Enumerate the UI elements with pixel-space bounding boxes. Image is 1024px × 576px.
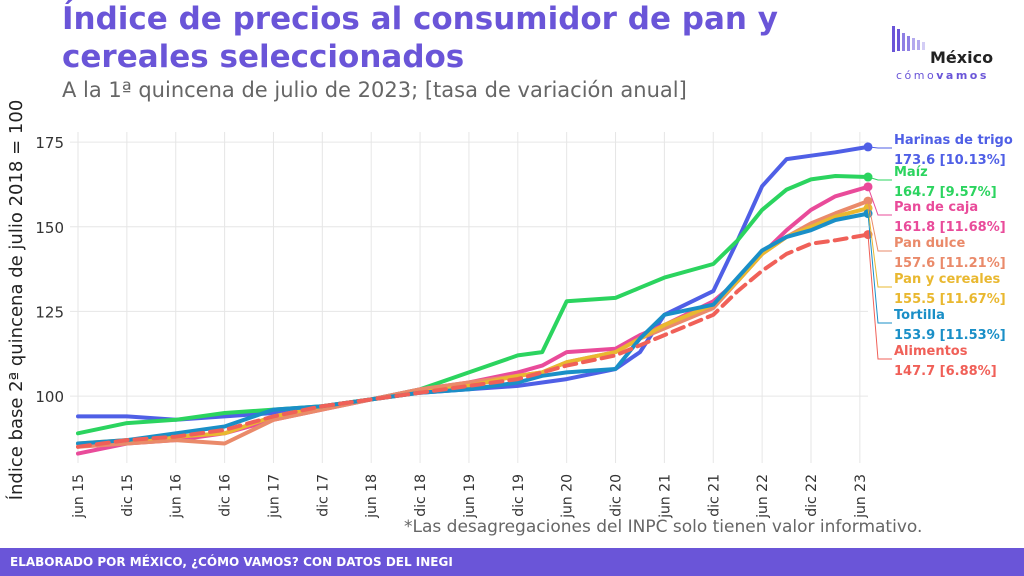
x-tick-label: dic 16 (218, 474, 234, 517)
bars-logo-icon (892, 26, 925, 52)
series-name-label: Pan dulce (894, 236, 965, 251)
x-tick-label: dic 18 (413, 474, 429, 517)
chart-grid (70, 132, 868, 463)
y-tick-label: 100 (35, 388, 64, 406)
y-axis-ticks: 100 125 150 175 (35, 134, 64, 406)
logo-tag-bold: vamos (936, 69, 989, 82)
series-value-label: 147.7 [6.88%] (894, 364, 997, 379)
x-tick-label: jun 20 (560, 474, 576, 519)
series-value-label: 157.6 [11.21%] (894, 256, 1006, 271)
x-tick-label: jun 17 (266, 474, 282, 519)
mexico-como-vamos-logo: México cómovamos (888, 22, 1008, 82)
series-line (76, 144, 870, 422)
y-axis-label: Índice base 2ª quincena de julio 2018 = … (5, 100, 27, 501)
series-lines (76, 142, 873, 456)
label-connector (867, 234, 892, 360)
x-tick-label: jun 18 (364, 474, 380, 519)
x-tick-label: jun 19 (462, 474, 478, 519)
x-tick-label: dic 17 (315, 474, 331, 517)
series-line (76, 211, 870, 446)
series-line (76, 174, 870, 436)
x-tick-label: dic 15 (120, 474, 136, 517)
series-value-label: 153.9 [11.53%] (894, 328, 1006, 343)
series-name-label: Tortilla (894, 308, 945, 323)
series-name-label: Pan y cereales (894, 272, 1001, 287)
x-tick-label: jun 15 (71, 474, 87, 519)
series-value-label: 155.5 [11.67%] (894, 292, 1006, 307)
label-connector (867, 200, 892, 252)
series-value-label: 164.7 [9.57%] (894, 185, 997, 200)
series-line (76, 232, 870, 449)
footer-credit: ELABORADO POR MÉXICO, ¿CÓMO VAMOS? CON D… (10, 555, 453, 569)
x-tick-label: dic 22 (804, 474, 820, 517)
label-connector (867, 146, 892, 149)
x-tick-label: jun 22 (755, 474, 771, 519)
y-tick-label: 150 (35, 219, 64, 237)
label-connector (867, 213, 892, 324)
series-value-label: 173.6 [10.13%] (894, 153, 1006, 168)
x-tick-label: jun 21 (657, 474, 673, 519)
chart-title: Índice de precios al consumidor de pan y… (62, 1, 778, 75)
x-tick-label: dic 19 (511, 474, 527, 517)
series-value-label: 161.8 [11.68%] (894, 220, 1006, 235)
series-line (76, 199, 870, 449)
x-tick-label: dic 21 (706, 474, 722, 517)
series-line (76, 206, 870, 446)
logo-tag: cómovamos (896, 69, 989, 82)
label-connector (867, 176, 892, 181)
label-connector (867, 186, 892, 216)
footnote: *Las desagregaciones del INPC solo tiene… (404, 517, 923, 537)
label-connector (867, 208, 892, 288)
series-name-label: Maíz (894, 165, 928, 180)
x-tick-label: jun 23 (853, 474, 869, 519)
series-labels: Harinas de trigo 173.6 [10.13%]Maíz 164.7 … (867, 133, 1013, 379)
series-name-label: Alimentos (894, 344, 968, 359)
footer-bar: ELABORADO POR MÉXICO, ¿CÓMO VAMOS? CON D… (0, 548, 1024, 576)
x-axis-ticks: jun 15 dic 15 jun 16 dic 16 jun 17 dic 17 jun … (71, 474, 869, 519)
x-tick-label: dic 20 (609, 474, 625, 517)
y-tick-label: 175 (35, 134, 64, 152)
x-tick-label: jun 16 (169, 474, 185, 519)
series-name-label: Harinas de trigo (894, 133, 1013, 148)
logo-name: México (930, 48, 994, 67)
chart-subtitle: A la 1ª quincena de julio de 2023; [tasa… (62, 78, 687, 102)
series-name-label: Pan de caja (894, 200, 978, 215)
y-tick-label: 125 (35, 303, 64, 321)
logo-tag-light: cómo (896, 69, 937, 82)
